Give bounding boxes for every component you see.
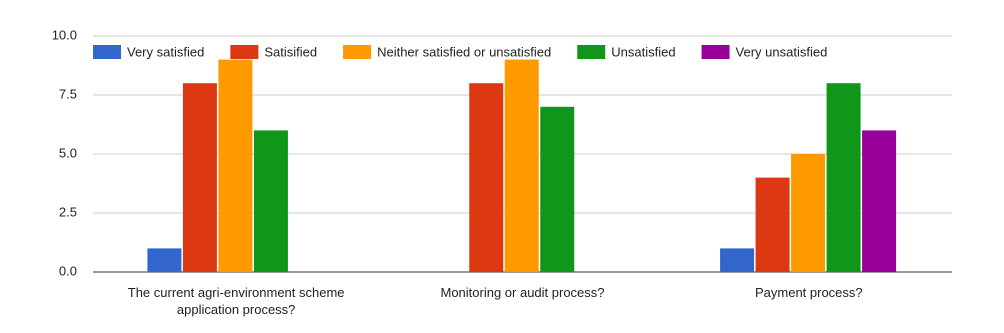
bar [218, 59, 253, 272]
y-tick-label: 0.0 [59, 263, 77, 278]
legend-label: Unsatisfied [611, 44, 675, 59]
x-tick-label: Monitoring or audit process? [440, 285, 605, 300]
x-tick-label: Payment process? [754, 285, 863, 300]
x-tick-label: The current agri-environment scheme appl… [127, 285, 345, 317]
y-tick-label: 5.0 [59, 145, 77, 160]
legend-label: Satisified [264, 44, 317, 59]
legend-swatch [343, 45, 372, 59]
y-tick-label: 10.0 [52, 27, 77, 42]
legend-label: Very satisfied [127, 44, 204, 59]
legend-swatch [577, 45, 606, 59]
bar [791, 154, 826, 272]
y-tick-label: 2.5 [59, 204, 77, 219]
bar [720, 248, 755, 272]
bar [253, 130, 288, 272]
bar [147, 248, 182, 272]
legend-label: Neither satisfied or unsatisfied [377, 44, 551, 59]
legend-swatch [230, 45, 259, 59]
y-tick-label: 7.5 [59, 86, 77, 101]
bar [862, 130, 897, 272]
legend-swatch [93, 45, 121, 59]
bar [755, 177, 790, 272]
bar [540, 106, 575, 272]
bar [826, 83, 861, 272]
legend-label: Very unsatisfied [736, 44, 828, 59]
bar [182, 83, 217, 272]
legend-swatch [701, 45, 730, 59]
bar [469, 83, 504, 272]
bar [504, 59, 539, 272]
